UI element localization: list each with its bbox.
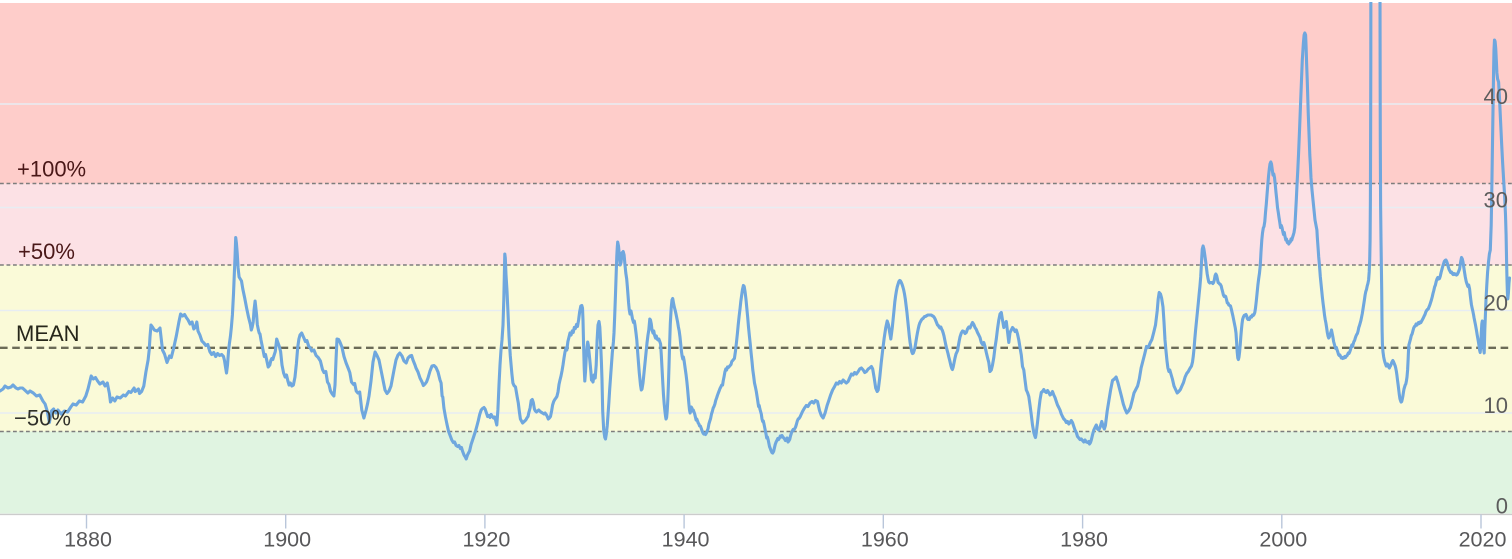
svg-text:+100%: +100% — [17, 157, 86, 182]
svg-text:30: 30 — [1484, 188, 1508, 213]
svg-text:0: 0 — [1496, 494, 1508, 519]
svg-text:1900: 1900 — [263, 528, 311, 552]
svg-text:MEAN: MEAN — [16, 321, 80, 346]
svg-text:20: 20 — [1484, 291, 1508, 316]
svg-text:1980: 1980 — [1060, 528, 1108, 552]
svg-text:2000: 2000 — [1259, 528, 1307, 552]
svg-text:1940: 1940 — [662, 528, 710, 552]
svg-text:1920: 1920 — [462, 528, 510, 552]
svg-text:2020: 2020 — [1459, 528, 1507, 552]
svg-text:10: 10 — [1484, 393, 1508, 418]
svg-text:40: 40 — [1484, 84, 1508, 109]
svg-text:−50%: −50% — [14, 406, 71, 431]
svg-text:1880: 1880 — [64, 528, 112, 552]
svg-text:+50%: +50% — [18, 239, 75, 264]
svg-text:1960: 1960 — [861, 528, 909, 552]
